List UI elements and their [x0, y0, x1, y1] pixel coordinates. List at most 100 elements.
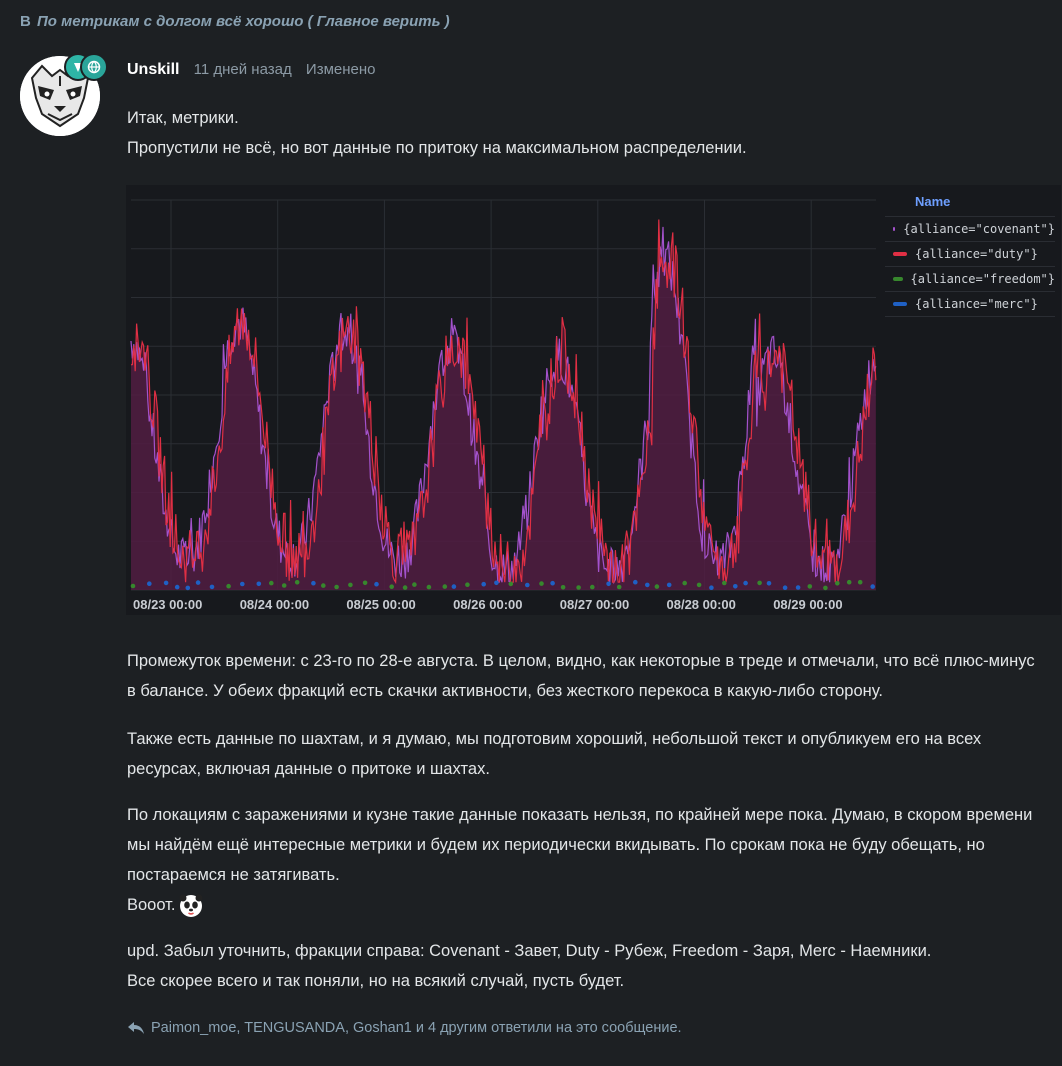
series-freedom-point	[757, 580, 762, 586]
legend-item-covenant[interactable]: {alliance="covenant"}	[885, 216, 1055, 241]
topic-link[interactable]: В По метрикам с долгом всё хорошо ( Глав…	[20, 13, 450, 30]
series-freedom-point	[130, 583, 136, 589]
edited-label[interactable]: Изменено	[305, 61, 376, 78]
series-merc-point	[174, 584, 180, 590]
vooot-text: Вооот.	[127, 896, 176, 914]
series-freedom-point	[722, 580, 727, 586]
x-tick-label: 08/24 00:00	[240, 597, 309, 612]
avatar-container[interactable]	[20, 53, 108, 138]
series-merc-point	[256, 581, 262, 587]
series-merc-point	[451, 584, 457, 589]
series-merc-point	[733, 584, 738, 589]
series-freedom-point	[362, 580, 368, 586]
series-merc-point	[550, 580, 555, 586]
series-freedom-point	[465, 582, 470, 587]
series-freedom-point	[590, 584, 595, 590]
series-freedom-point	[823, 585, 828, 591]
series-merc-point	[185, 585, 191, 591]
series-freedom-point	[389, 584, 395, 589]
series-freedom-point	[616, 584, 622, 590]
legend-item-duty[interactable]: {alliance="duty"}	[885, 241, 1055, 266]
series-merc-point	[633, 579, 638, 585]
legend-item-freedom[interactable]: {alliance="freedom"}	[885, 266, 1055, 291]
intro-line-1: Итак, метрики.	[127, 109, 239, 127]
series-freedom-point	[281, 583, 287, 588]
series-freedom-point	[654, 584, 660, 589]
series-merc-point	[782, 585, 788, 590]
legend-swatch	[893, 227, 896, 231]
series-merc-point	[240, 581, 245, 587]
series-duty-area	[131, 219, 876, 590]
legend-swatch	[893, 277, 903, 281]
series-merc-point	[870, 584, 875, 589]
series-freedom-point	[442, 584, 448, 589]
series-merc-point	[645, 582, 650, 588]
series-covenant-area	[131, 226, 876, 590]
legend-swatch	[893, 302, 907, 306]
topic-title[interactable]: По метрикам с долгом всё хорошо ( Главно…	[37, 13, 450, 30]
replies-summary[interactable]: Paimon_moe, TENGUSANDA, Goshan1 и 4 друг…	[127, 1020, 682, 1036]
series-duty-line	[130, 219, 877, 585]
topic-prefix: В	[20, 13, 31, 30]
series-merc-point	[209, 584, 215, 590]
series-freedom-point	[835, 581, 840, 586]
x-tick-label: 08/27 00:00	[560, 597, 629, 612]
series-merc-point	[606, 581, 611, 587]
paragraph-3-end: Вооот.	[127, 890, 1047, 920]
metrics-chart: 08/23 00:00 08/24 00:00 08/25 00:00 08/26 0…	[126, 185, 1061, 615]
series-freedom-point	[696, 582, 702, 588]
series-freedom-point	[857, 579, 863, 585]
legend-label: {alliance="covenant"}	[903, 222, 1055, 236]
series-freedom-point	[321, 583, 326, 588]
update-note: upd. Забыл уточнить, фракции справа: Cov…	[127, 936, 1047, 996]
paragraph-2: Также есть данные по шахтам, и я думаю, …	[127, 730, 982, 778]
series-merc-point	[743, 580, 748, 586]
replies-text[interactable]: Paimon_moe, TENGUSANDA, Goshan1 и 4 друг…	[151, 1020, 682, 1036]
series-merc-point	[163, 580, 169, 586]
series-merc-point	[795, 585, 801, 590]
series-merc-point	[766, 581, 772, 586]
series-freedom-point	[682, 580, 687, 586]
series-freedom-point	[576, 585, 581, 590]
series-freedom-point	[412, 582, 417, 587]
post-time[interactable]: 11 дней назад	[193, 61, 292, 78]
legend-title: Name	[915, 194, 951, 209]
series-merc-point	[666, 582, 672, 588]
intro-line-2: Пропустили не всё, но вот данные по прит…	[127, 139, 747, 157]
series-freedom-point	[539, 581, 544, 586]
series-freedom-point	[269, 580, 274, 586]
x-tick-label: 08/25 00:00	[346, 597, 415, 612]
intro-text: Итак, метрики. Пропустили не всё, но вот…	[127, 103, 1047, 163]
reply-arrow-icon	[128, 1022, 144, 1034]
author-name[interactable]: Unskill	[127, 61, 180, 78]
post-header: Unskill 11 дней назад Изменено	[127, 61, 375, 79]
legend-label: {alliance="freedom"}	[910, 272, 1056, 286]
series-merc-point	[311, 580, 316, 586]
paragraph-1: Промежуток времени: с 23-го по 28-е авгу…	[127, 652, 1035, 700]
series-freedom-point	[348, 582, 353, 588]
series-freedom-point	[294, 580, 300, 585]
series-freedom-point	[426, 584, 432, 590]
series-merc-point	[481, 581, 487, 587]
series-freedom-point	[226, 583, 231, 589]
paragraph-3: По локациям с заражениями и кузне такие …	[127, 800, 1047, 920]
legend-label: {alliance="merc"}	[915, 297, 1038, 311]
update-line-1: upd. Забыл уточнить, фракции справа: Cov…	[127, 942, 932, 960]
series-merc-point	[374, 581, 379, 587]
series-merc-point	[525, 582, 530, 588]
badge-globe-icon	[80, 53, 108, 81]
paragraph-3-text: По локациям с заражениями и кузне такие …	[127, 806, 1033, 884]
update-line-2: Все скорее всего и так поняли, но на вся…	[127, 972, 625, 990]
series-covenant-line	[130, 226, 877, 585]
x-tick-label: 08/29 00:00	[773, 597, 842, 612]
series-freedom-point	[560, 585, 566, 590]
series-freedom-point	[334, 584, 339, 590]
legend-item-merc[interactable]: {alliance="merc"}	[885, 291, 1055, 317]
x-tick-label: 08/26 00:00	[453, 597, 522, 612]
series-freedom-point	[508, 581, 514, 587]
x-tick-label: 08/28 00:00	[667, 597, 736, 612]
chart-svg: 08/23 00:00 08/24 00:00 08/25 00:00 08/26 0…	[130, 199, 877, 612]
legend-label: {alliance="duty"}	[915, 247, 1038, 261]
panda-emoji-icon	[179, 894, 202, 917]
series-freedom-point	[846, 579, 852, 585]
